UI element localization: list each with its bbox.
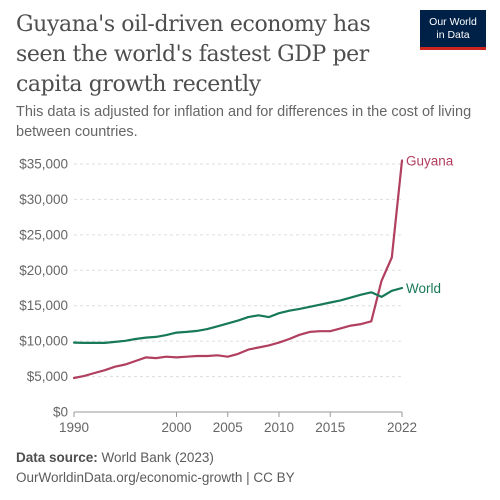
y-tick-label: $0 xyxy=(53,405,68,420)
y-tick-label: $25,000 xyxy=(19,227,68,242)
x-tick-label: 2005 xyxy=(213,420,243,435)
series-label-guyana: Guyana xyxy=(406,153,454,168)
x-tick-label: 2000 xyxy=(161,420,191,435)
chart-subtitle: This data is adjusted for inflation and … xyxy=(16,104,472,140)
source-url[interactable]: OurWorldinData.org/economic-growth | CC … xyxy=(16,470,295,485)
owid-logo[interactable]: Our World in Data xyxy=(420,10,486,50)
line-chart: $0 $5,000 $10,000 $15,000 $20,000 $25,000 $30,… xyxy=(19,153,454,435)
series-label-world: World xyxy=(406,281,441,296)
chart-title: Guyana's oil-driven economy has seen the… xyxy=(16,12,371,97)
y-tick-label: $35,000 xyxy=(19,157,68,172)
y-tick-label: $20,000 xyxy=(19,263,68,278)
y-tick-label: $10,000 xyxy=(19,334,68,349)
x-tick-label: 2022 xyxy=(387,420,417,435)
data-source-label: Data source: xyxy=(16,450,98,465)
data-source-value: World Bank (2023) xyxy=(101,450,214,465)
x-tick-label: 1990 xyxy=(59,420,89,435)
series-line-world xyxy=(72,286,404,344)
series-line-guyana xyxy=(72,159,404,380)
y-tick-label: $30,000 xyxy=(19,192,68,207)
logo-line-1: Our World xyxy=(429,16,477,28)
logo-line-2: in Data xyxy=(436,29,470,41)
y-tick-label: $15,000 xyxy=(19,298,68,313)
x-tick-label: 2010 xyxy=(264,420,294,435)
y-tick-label: $5,000 xyxy=(27,369,68,384)
data-source: Data source: World Bank (2023) xyxy=(16,450,214,465)
x-tick-label: 2015 xyxy=(315,420,345,435)
